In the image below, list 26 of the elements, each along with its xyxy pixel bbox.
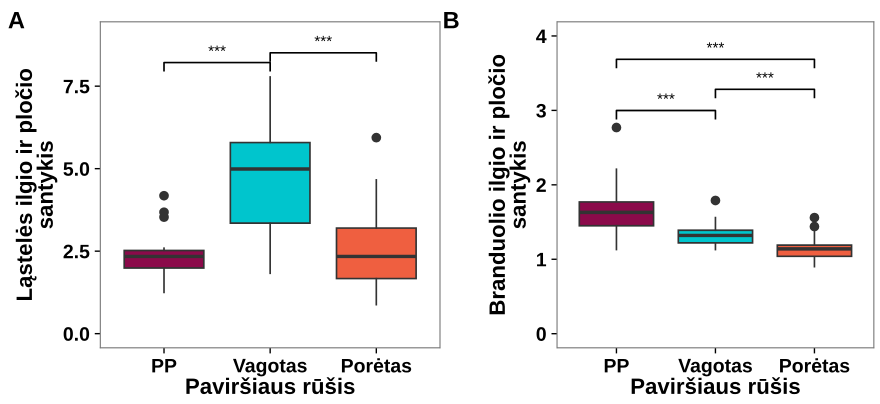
x-tick-label: Porėtas (342, 358, 412, 373)
annotation: *** (706, 42, 724, 48)
x-tick-label: Porėtas (780, 358, 850, 373)
x-tick-label: Vagotas (678, 358, 752, 376)
y-tick-label: 2 (536, 178, 546, 192)
annotation: *** (208, 46, 226, 51)
y-tick-label: 4 (536, 30, 547, 44)
x-tick-label: Vagotas (233, 358, 307, 376)
y-tick-label: 3 (536, 104, 546, 118)
y-axis-title: Ląstelės ilgio ir pločio santykis (15, 68, 58, 300)
y-tick-label: 0.0 (64, 327, 90, 341)
annotation: *** (756, 72, 774, 78)
x-tick-label: PP (604, 358, 629, 372)
x-axis-title: Paviršiaus rūšis (632, 377, 800, 394)
y-tick-label: 5.0 (63, 162, 90, 176)
chart-title: A (8, 12, 24, 28)
y-axis-title: Branduolio ilgio ir pločio santykis (488, 54, 530, 314)
annotation: *** (657, 94, 675, 99)
y-tick-label: 2.5 (64, 244, 90, 258)
chart-title: B (444, 12, 459, 28)
annotation: *** (314, 36, 332, 42)
y-tick-label: 0 (536, 327, 546, 341)
y-tick-label: 1 (537, 252, 546, 266)
y-tick-label: 7.5 (64, 80, 90, 94)
x-axis-title: Paviršiaus rūšis (186, 377, 354, 394)
x-tick-label: PP (152, 358, 176, 372)
